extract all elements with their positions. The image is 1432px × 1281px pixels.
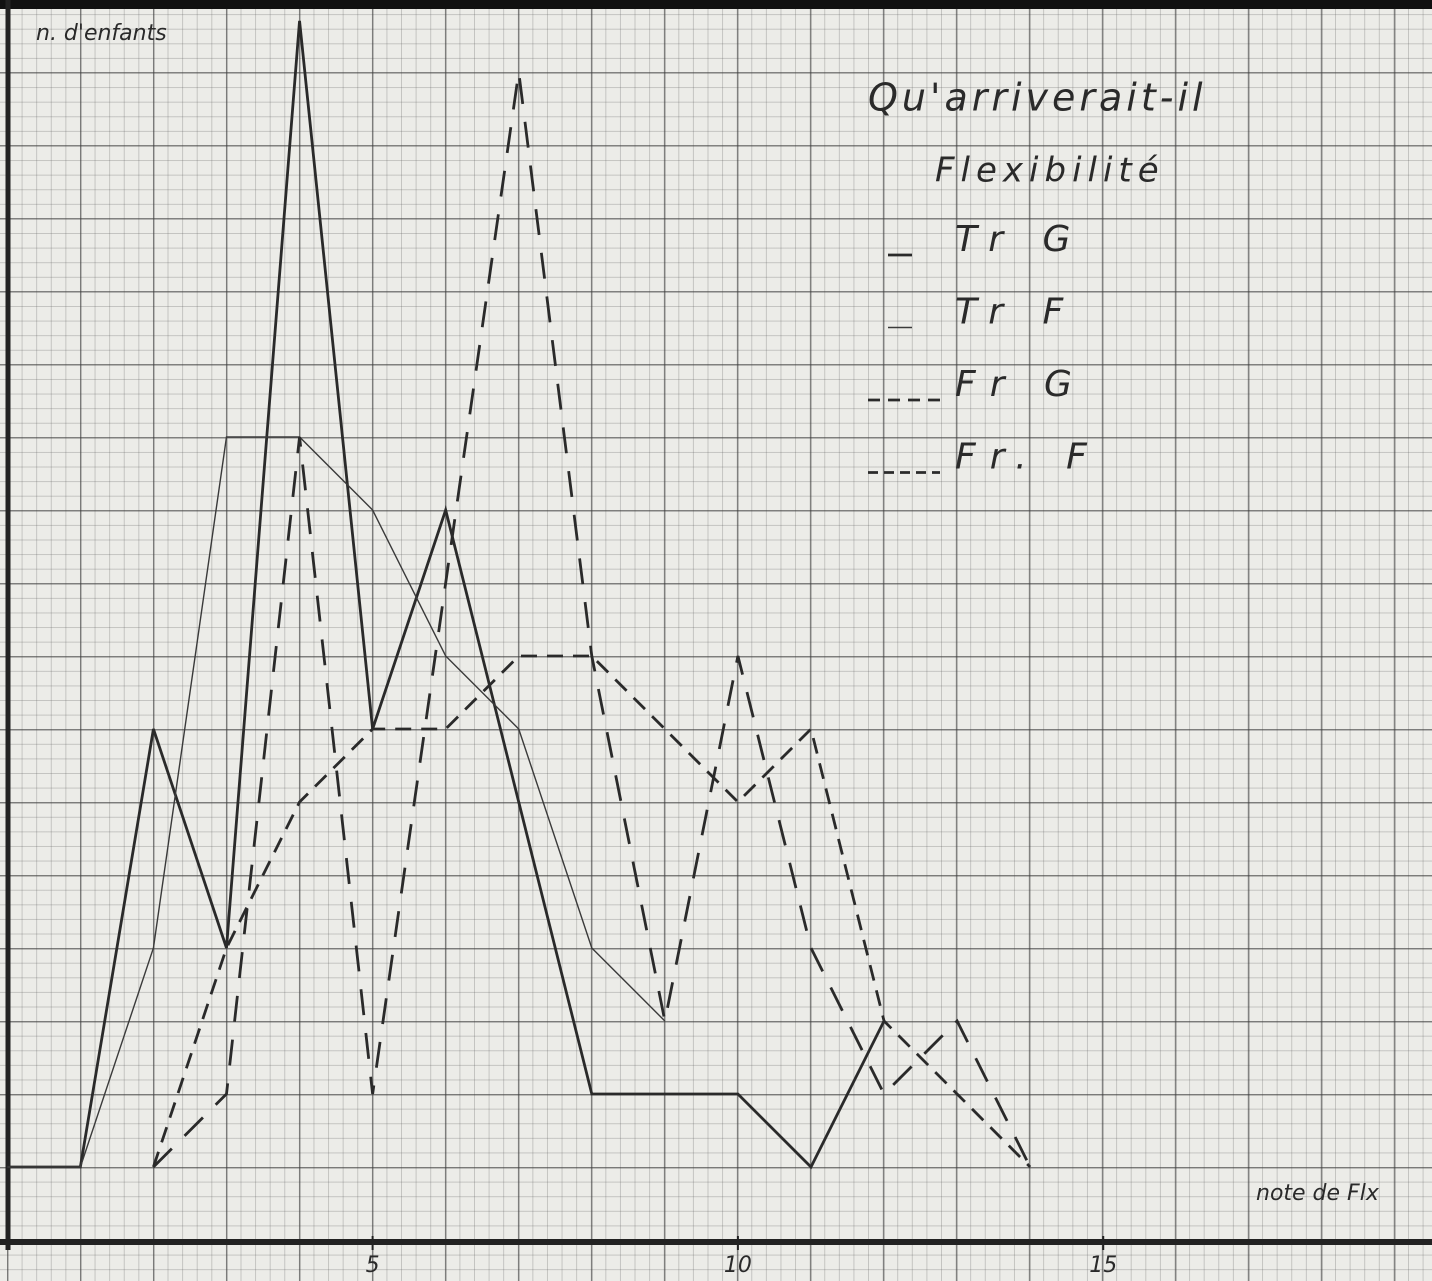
- top-edge: [0, 0, 1432, 9]
- x-tick-label: 5: [366, 1253, 380, 1278]
- x-axis-label: note de Flx: [1256, 1181, 1380, 1206]
- chart-subtitle: Flexibilité: [935, 151, 1165, 191]
- legend-label: Fr G: [955, 364, 1086, 405]
- series-line: [7, 21, 884, 1167]
- x-tick-label: 15: [1089, 1253, 1117, 1278]
- y-axis-label: n. d'enfants: [36, 21, 167, 46]
- chart: n. d'enfants note de Flx Qu'arriverait-i…: [0, 0, 1432, 1281]
- series-line: [7, 437, 665, 1167]
- chart-title: Qu'arriverait-il: [868, 76, 1207, 120]
- legend-label: Tr G: [955, 219, 1084, 260]
- legend-label: Fr. F: [955, 437, 1101, 478]
- series-line: [153, 72, 1030, 1167]
- x-tick-label: 10: [724, 1253, 752, 1278]
- legend-label: Tr F: [955, 292, 1077, 333]
